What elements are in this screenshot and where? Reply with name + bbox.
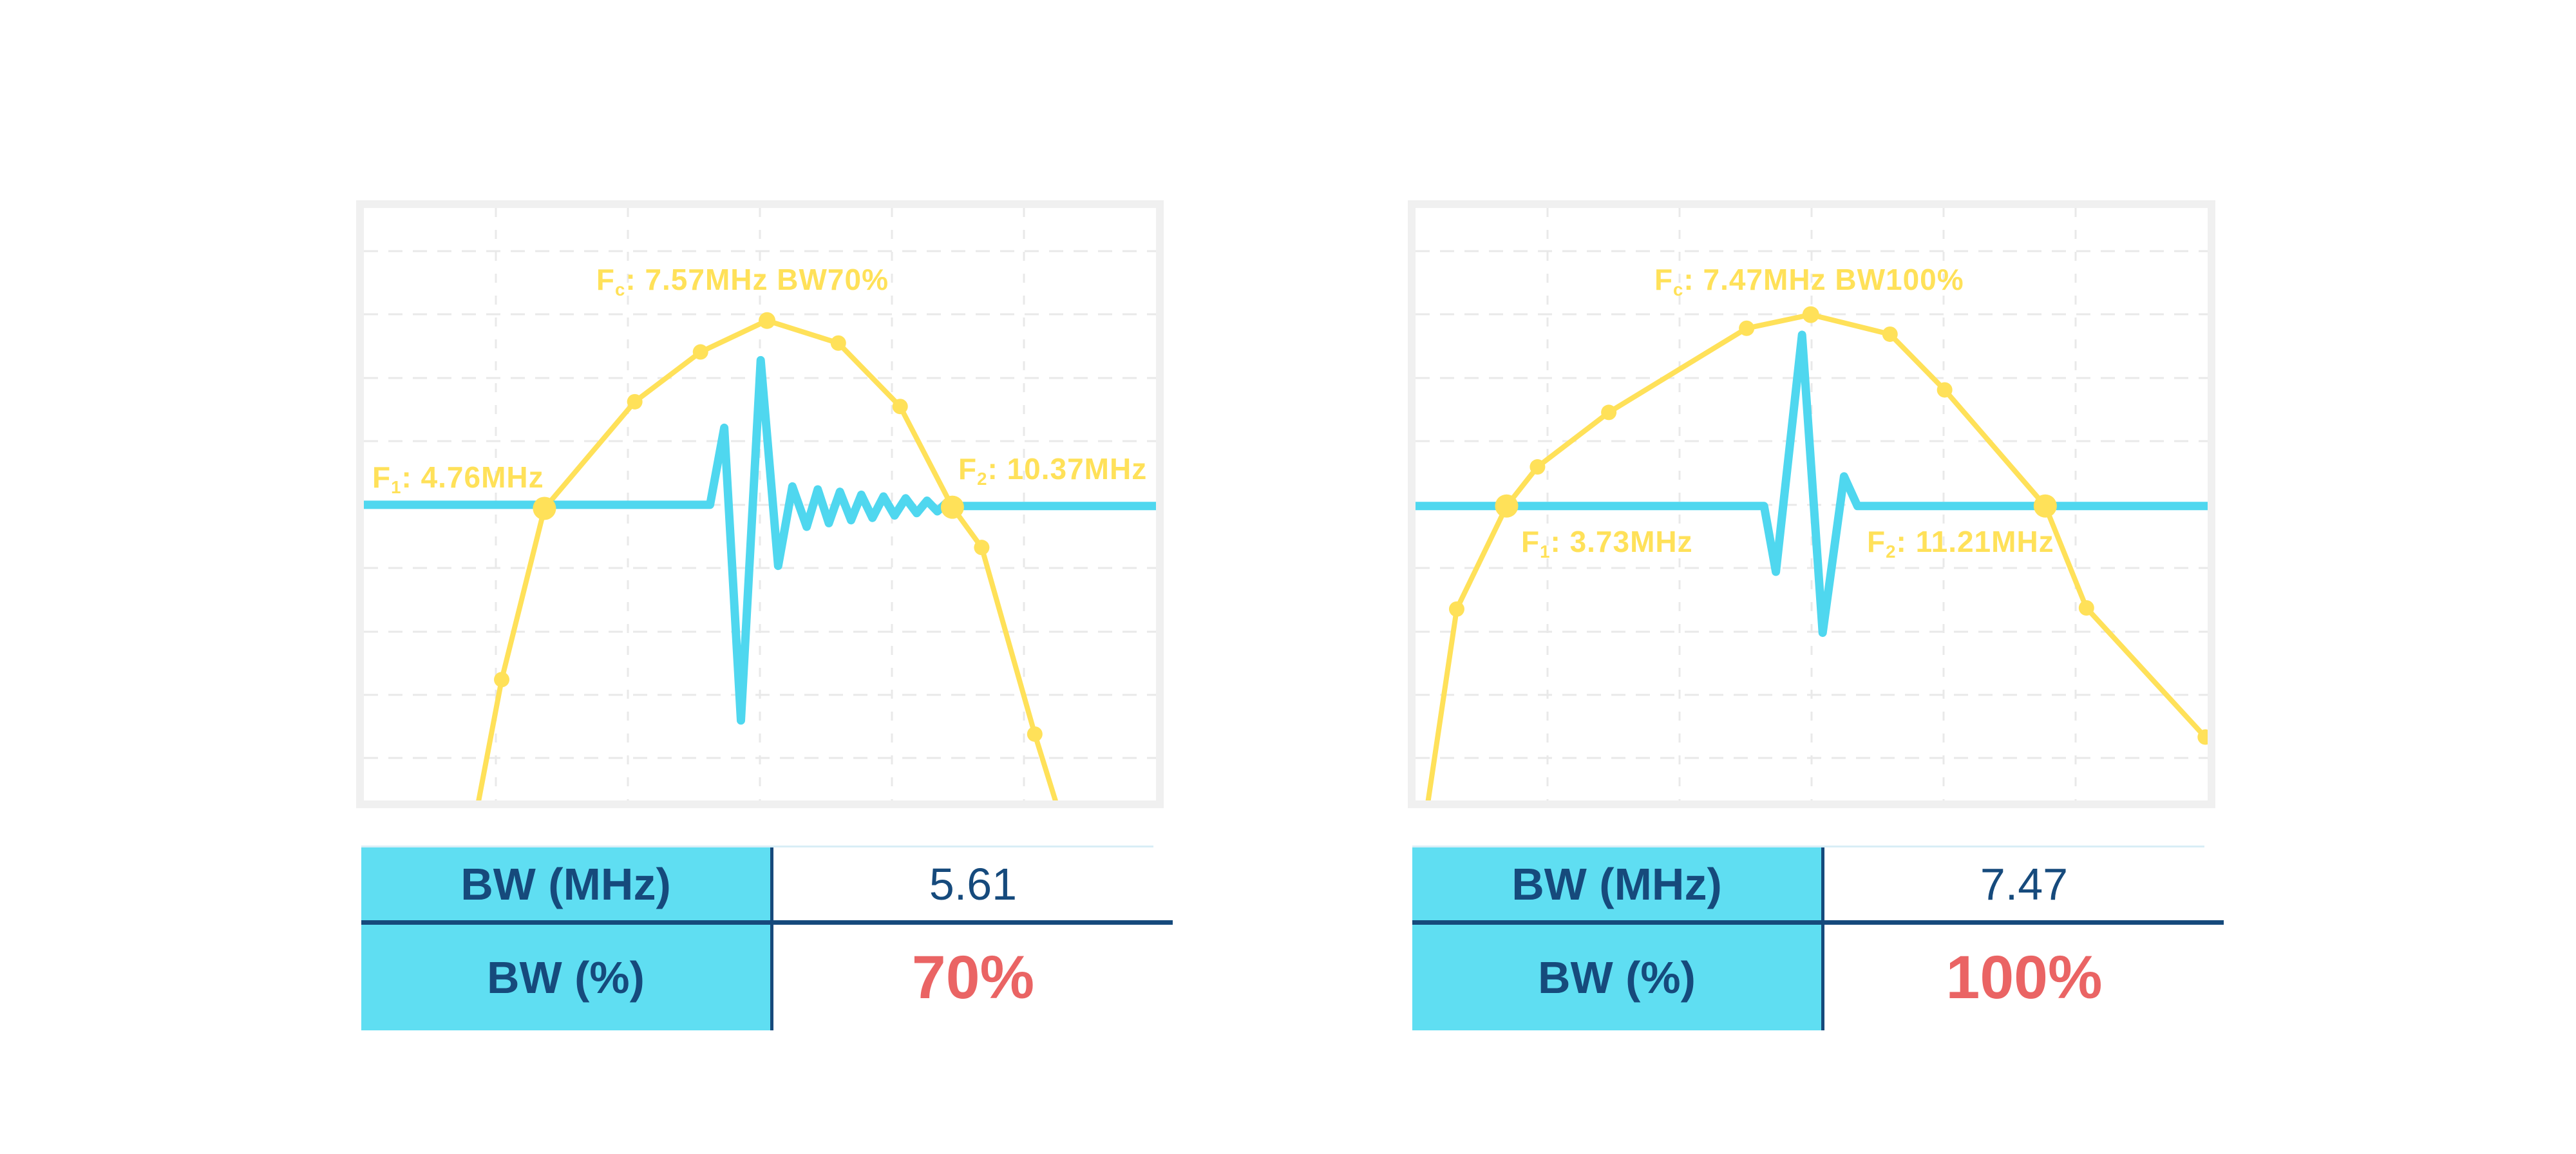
- peak-marker: [1802, 306, 1819, 323]
- data-point-marker: [830, 335, 846, 351]
- data-point-marker: [1027, 726, 1043, 742]
- bw-mhz-label: BW (MHz): [460, 858, 671, 909]
- label-subscript: c: [614, 279, 626, 300]
- label-text: : 11.21MHz: [1896, 525, 2054, 558]
- data-point-marker: [2197, 729, 2208, 745]
- spectrum-chart-bw70-svg: [364, 208, 1156, 800]
- cutoff-frequency-marker: [533, 497, 556, 520]
- label-text: : 4.76MHz: [401, 460, 544, 494]
- center-frequency-label: Fc: 7.57MHz BW70%: [596, 263, 889, 299]
- table-vertical-divider: [1821, 847, 1824, 1030]
- table-label-column-background: [361, 847, 772, 1030]
- table-row: BW (%): [361, 925, 770, 1030]
- label-subscript: 2: [977, 469, 988, 489]
- table-row: 100%: [1824, 925, 2224, 1030]
- bandwidth-table-bw100: BW (MHz) 7.47 BW (%) 100%: [1412, 846, 2224, 1032]
- bw-mhz-value: 5.61: [929, 858, 1018, 909]
- data-point-marker: [1448, 601, 1464, 617]
- label-subscript: 1: [391, 477, 402, 498]
- spectrum-chart-bw100-svg: [1416, 208, 2208, 800]
- bw-mhz-value: 7.47: [1980, 858, 2069, 909]
- data-point-marker: [494, 672, 510, 688]
- table-label-column-background: [1412, 847, 1823, 1030]
- bandwidth-table-bw70: BW (MHz) 5.61 BW (%) 70%: [361, 846, 1173, 1032]
- table-top-border: [361, 846, 1153, 847]
- spectrum-chart-bw100: Fc: 7.47MHz BW100% F1: 3.73MHz F2: 11.21…: [1408, 200, 2215, 808]
- data-point-marker: [627, 393, 643, 410]
- f1-frequency-label: F1: 3.73MHz: [1521, 525, 1693, 561]
- label-prefix: F: [1867, 525, 1886, 558]
- label-subscript: 1: [1540, 542, 1551, 562]
- label-subscript: c: [1673, 279, 1684, 300]
- label-text: : 10.37MHz: [987, 452, 1148, 486]
- label-text: : 7.57MHz BW70%: [625, 263, 889, 296]
- data-point-marker: [1937, 382, 1953, 398]
- cutoff-frequency-marker: [2033, 494, 2057, 518]
- bw-pct-value: 100%: [1946, 943, 2103, 1012]
- spectrum-chart-bw70: Fc: 7.57MHz BW70% F1: 4.76MHz F2: 10.37M…: [356, 200, 1164, 808]
- label-text: : 7.47MHz BW100%: [1683, 263, 1964, 296]
- bw-pct-label: BW (%): [1538, 952, 1696, 1003]
- label-prefix: F: [1521, 525, 1540, 558]
- data-point-marker: [1530, 459, 1546, 475]
- center-frequency-label: Fc: 7.47MHz BW100%: [1654, 263, 1964, 299]
- pulse-waveform: [1416, 330, 2208, 638]
- table-row: BW (MHz): [361, 847, 770, 920]
- data-point-marker: [2078, 600, 2094, 616]
- cutoff-frequency-marker: [940, 495, 964, 519]
- table-row: 70%: [773, 925, 1173, 1030]
- table-horizontal-divider: [361, 920, 1173, 925]
- table-horizontal-divider: [1412, 920, 2224, 925]
- label-subscript: 2: [1886, 542, 1897, 562]
- peak-marker: [759, 312, 776, 329]
- table-top-border: [1412, 846, 2204, 847]
- label-prefix: F: [372, 460, 392, 494]
- data-point-marker: [692, 344, 708, 360]
- bw-pct-label: BW (%): [487, 952, 645, 1003]
- spectrum-curve: [1425, 312, 2208, 800]
- data-point-marker: [1882, 326, 1898, 342]
- data-point-marker: [1601, 404, 1617, 421]
- f1-frequency-label: F1: 4.76MHz: [372, 460, 544, 497]
- data-point-marker: [974, 540, 990, 556]
- data-point-marker: [892, 399, 908, 415]
- label-prefix: F: [596, 263, 615, 296]
- table-row: BW (MHz): [1412, 847, 1821, 920]
- label-text: : 3.73MHz: [1550, 525, 1693, 558]
- cutoff-frequency-marker: [1495, 494, 1519, 518]
- f2-frequency-label: F2: 11.21MHz: [1867, 525, 2054, 561]
- pulse-waveform: [364, 355, 1156, 725]
- label-prefix: F: [1654, 263, 1674, 296]
- bw-pct-value: 70%: [911, 943, 1035, 1012]
- label-prefix: F: [958, 452, 978, 486]
- data-point-marker: [1739, 320, 1755, 336]
- table-vertical-divider: [770, 847, 773, 1030]
- f2-frequency-label: F2: 10.37MHz: [958, 452, 1148, 488]
- table-row: BW (%): [1412, 925, 1821, 1030]
- bw-mhz-label: BW (MHz): [1511, 858, 1722, 909]
- table-row: 5.61: [773, 847, 1173, 920]
- table-row: 7.47: [1824, 847, 2224, 920]
- spectrum-curve: [476, 317, 1058, 800]
